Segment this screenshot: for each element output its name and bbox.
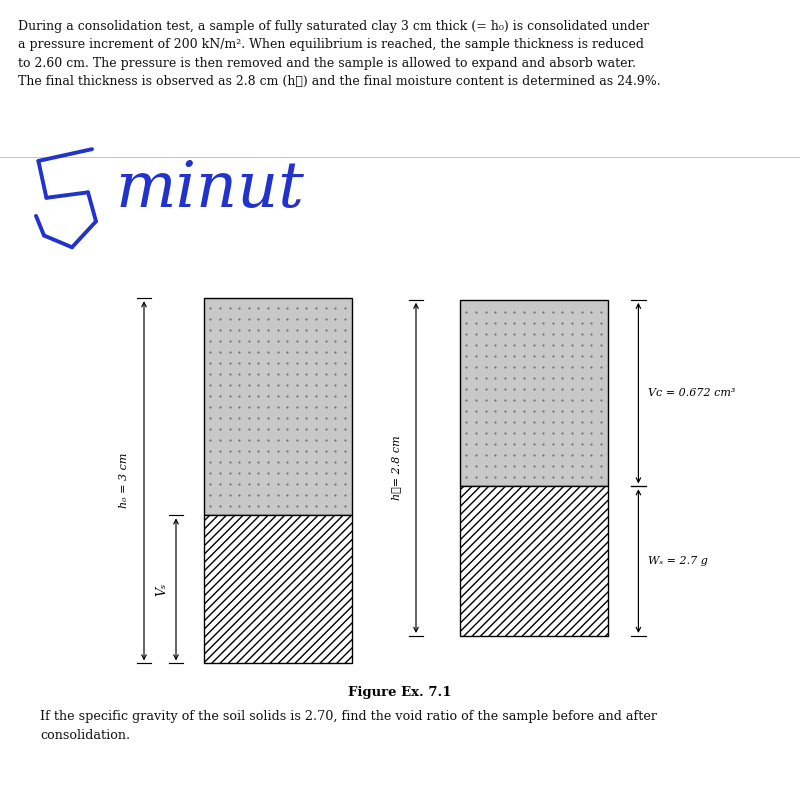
Text: minut: minut (116, 159, 305, 221)
Bar (460, 487, 608, 636)
Text: If the specific gravity of the soil solids is 2.70, find the void ratio of the s: If the specific gravity of the soil soli… (40, 710, 657, 742)
Text: Figure Ex. 7.1: Figure Ex. 7.1 (348, 686, 452, 699)
Text: h₀ = 3 cm: h₀ = 3 cm (119, 453, 129, 509)
Text: Vᴄ = 0.672 cm³: Vᴄ = 0.672 cm³ (648, 388, 735, 398)
Text: During a consolidation test, a sample of fully saturated clay 3 cm thick (= h₀) : During a consolidation test, a sample of… (18, 20, 660, 88)
Text: Wₛ = 2.7 g: Wₛ = 2.7 g (648, 556, 708, 566)
Text: h⁦= 2.8 cm: h⁦= 2.8 cm (391, 436, 401, 500)
Text: Vₛ: Vₛ (155, 582, 168, 596)
Bar (460, 300, 608, 487)
Bar (204, 298, 352, 516)
Bar (204, 516, 352, 663)
